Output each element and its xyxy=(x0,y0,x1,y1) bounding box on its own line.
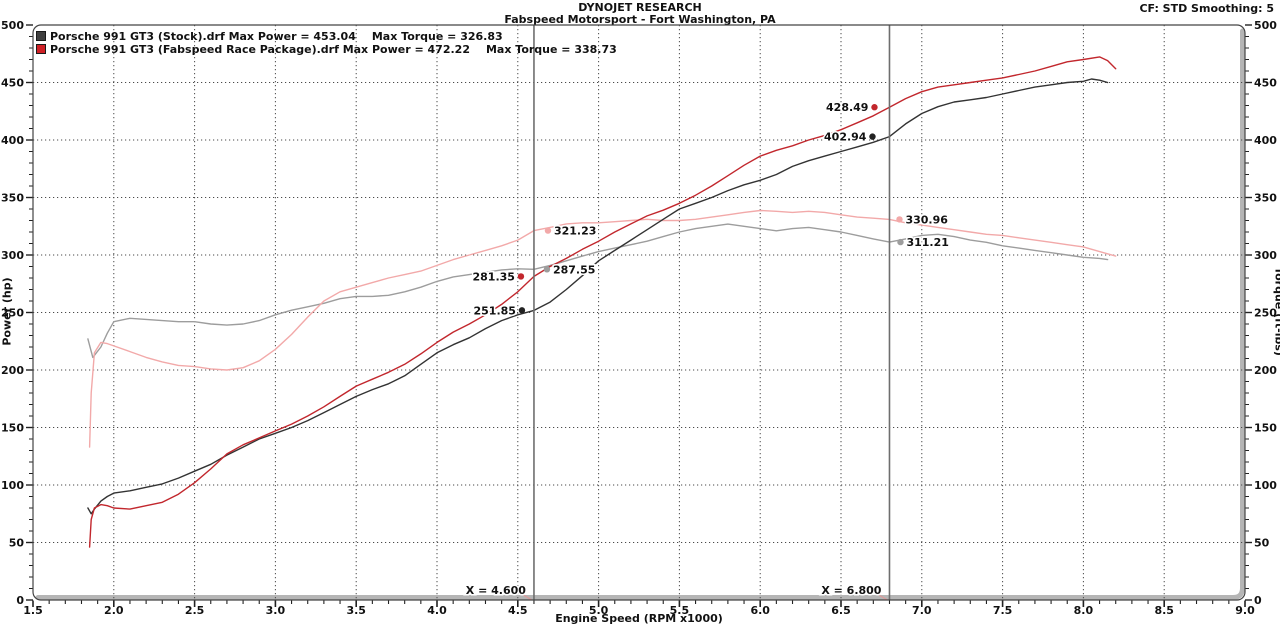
legend-swatch-icon xyxy=(36,44,46,54)
y-tick-label-left: 0 xyxy=(16,594,24,607)
cursor-readout-label: 251.85 xyxy=(474,304,516,317)
y-tick-label-left: 500 xyxy=(1,19,24,32)
cursor-readout-label: 402.94 xyxy=(824,131,867,144)
report-title: DYNOJET RESEARCH xyxy=(578,1,702,14)
x-tick-label: 3.5 xyxy=(346,604,366,617)
report-header: DYNOJET RESEARCH Fabspeed Motorsport - F… xyxy=(0,2,1280,26)
x-tick-label: 8.5 xyxy=(1154,604,1174,617)
cursor-readout-label: 330.96 xyxy=(905,213,948,226)
x-tick-label: 6.5 xyxy=(831,604,851,617)
cursor-readout-label: 321.23 xyxy=(554,225,596,238)
legend-swatch-icon xyxy=(36,31,46,41)
y-tick-label-left: 250 xyxy=(1,307,24,320)
x-tick-label: 4.5 xyxy=(508,604,528,617)
x-tick-label: 9.0 xyxy=(1235,604,1255,617)
fabspeed-torque-curve xyxy=(88,209,1117,448)
cursor-readout-dot xyxy=(869,133,876,140)
y-tick-label-right: 300 xyxy=(1254,249,1277,262)
y-tick-label-left: 400 xyxy=(1,134,24,147)
legend-label-torque: Max Torque = 326.83 xyxy=(371,29,503,43)
x-tick-label: 3.0 xyxy=(266,604,286,617)
legend-item[interactable]: Porsche 991 GT3 (Stock).drf Max Power = … xyxy=(36,29,617,43)
x-tick-label: 5.0 xyxy=(589,604,609,617)
x-axis-label: Engine Speed (RPM x1000) xyxy=(555,612,723,625)
cursor-pointer-line xyxy=(875,592,888,601)
x-tick-label: 6.0 xyxy=(750,604,770,617)
cursor-readout-label: 287.55 xyxy=(553,263,595,276)
y-tick-label-left: 150 xyxy=(1,422,24,435)
y-tick-label-left: 100 xyxy=(1,479,24,492)
y-tick-label-left: 300 xyxy=(1,249,24,262)
x-tick-label: 7.5 xyxy=(993,604,1013,617)
cursor-readout-label: 428.49 xyxy=(826,101,868,114)
cursor-readout-dot xyxy=(896,216,903,223)
cursor-readout-label: 281.35 xyxy=(473,270,515,283)
cursor-x-label: X = 4.600 xyxy=(466,584,526,597)
stock-torque-curve xyxy=(87,223,1109,359)
plot-shadow-band xyxy=(35,28,1245,600)
y-tick-label-right: 400 xyxy=(1254,134,1277,147)
y-tick-label-right: 350 xyxy=(1254,192,1277,205)
cursor-x-label: X = 6.800 xyxy=(821,584,881,597)
y-tick-label-left: 200 xyxy=(1,364,24,377)
fabspeed-power-curve xyxy=(88,56,1117,548)
y-tick-label-right: 0 xyxy=(1254,594,1262,607)
y-tick-label-right: 100 xyxy=(1254,479,1277,492)
x-tick-label: 2.5 xyxy=(185,604,205,617)
y-tick-label-right: 150 xyxy=(1254,422,1277,435)
cf-smoothing-label: CF: STD Smoothing: 5 xyxy=(1139,2,1274,15)
plot-border xyxy=(32,24,1246,601)
y-tick-label-left: 350 xyxy=(1,192,24,205)
legend-label-power: Porsche 991 GT3 (Stock).drf Max Power = … xyxy=(50,29,356,43)
cursor-readout-dot xyxy=(517,273,525,280)
x-tick-label: 8.0 xyxy=(1074,604,1094,617)
y-tick-label-right: 250 xyxy=(1254,307,1277,320)
legend-label-torque: Max Torque = 338.73 xyxy=(485,42,617,56)
report-subtitle: Fabspeed Motorsport - Fort Washington, P… xyxy=(504,13,776,26)
cursor-readout-dot xyxy=(543,266,551,273)
y-tick-label-right: 50 xyxy=(1254,537,1270,550)
legend-item[interactable]: Porsche 991 GT3 (Fabspeed Race Package).… xyxy=(36,42,617,56)
cursor-readout-dot xyxy=(871,104,878,111)
cursor-readout-label: 311.21 xyxy=(906,236,948,249)
cursor-readout-dot xyxy=(544,227,552,234)
x-tick-label: 4.0 xyxy=(427,604,447,617)
cursor-pointer-line xyxy=(519,592,533,601)
x-tick-label: 7.0 xyxy=(912,604,932,617)
y-tick-label-right: 500 xyxy=(1254,19,1277,32)
y-tick-label-right: 200 xyxy=(1254,364,1277,377)
x-tick-label: 2.0 xyxy=(104,604,124,617)
y-tick-label-left: 50 xyxy=(9,537,25,550)
y-tick-label-right: 450 xyxy=(1254,77,1277,90)
stock-power-curve xyxy=(87,78,1109,515)
legend: Porsche 991 GT3 (Stock).drf Max Power = … xyxy=(36,30,617,56)
x-tick-label: 5.5 xyxy=(670,604,690,617)
legend-label-power: Porsche 991 GT3 (Fabspeed Race Package).… xyxy=(50,42,470,56)
x-tick-label: 1.5 xyxy=(23,604,43,617)
cursor-readout-dot xyxy=(897,238,904,246)
y-tick-label-left: 450 xyxy=(1,77,24,90)
cursor-readout-dot xyxy=(518,307,526,314)
